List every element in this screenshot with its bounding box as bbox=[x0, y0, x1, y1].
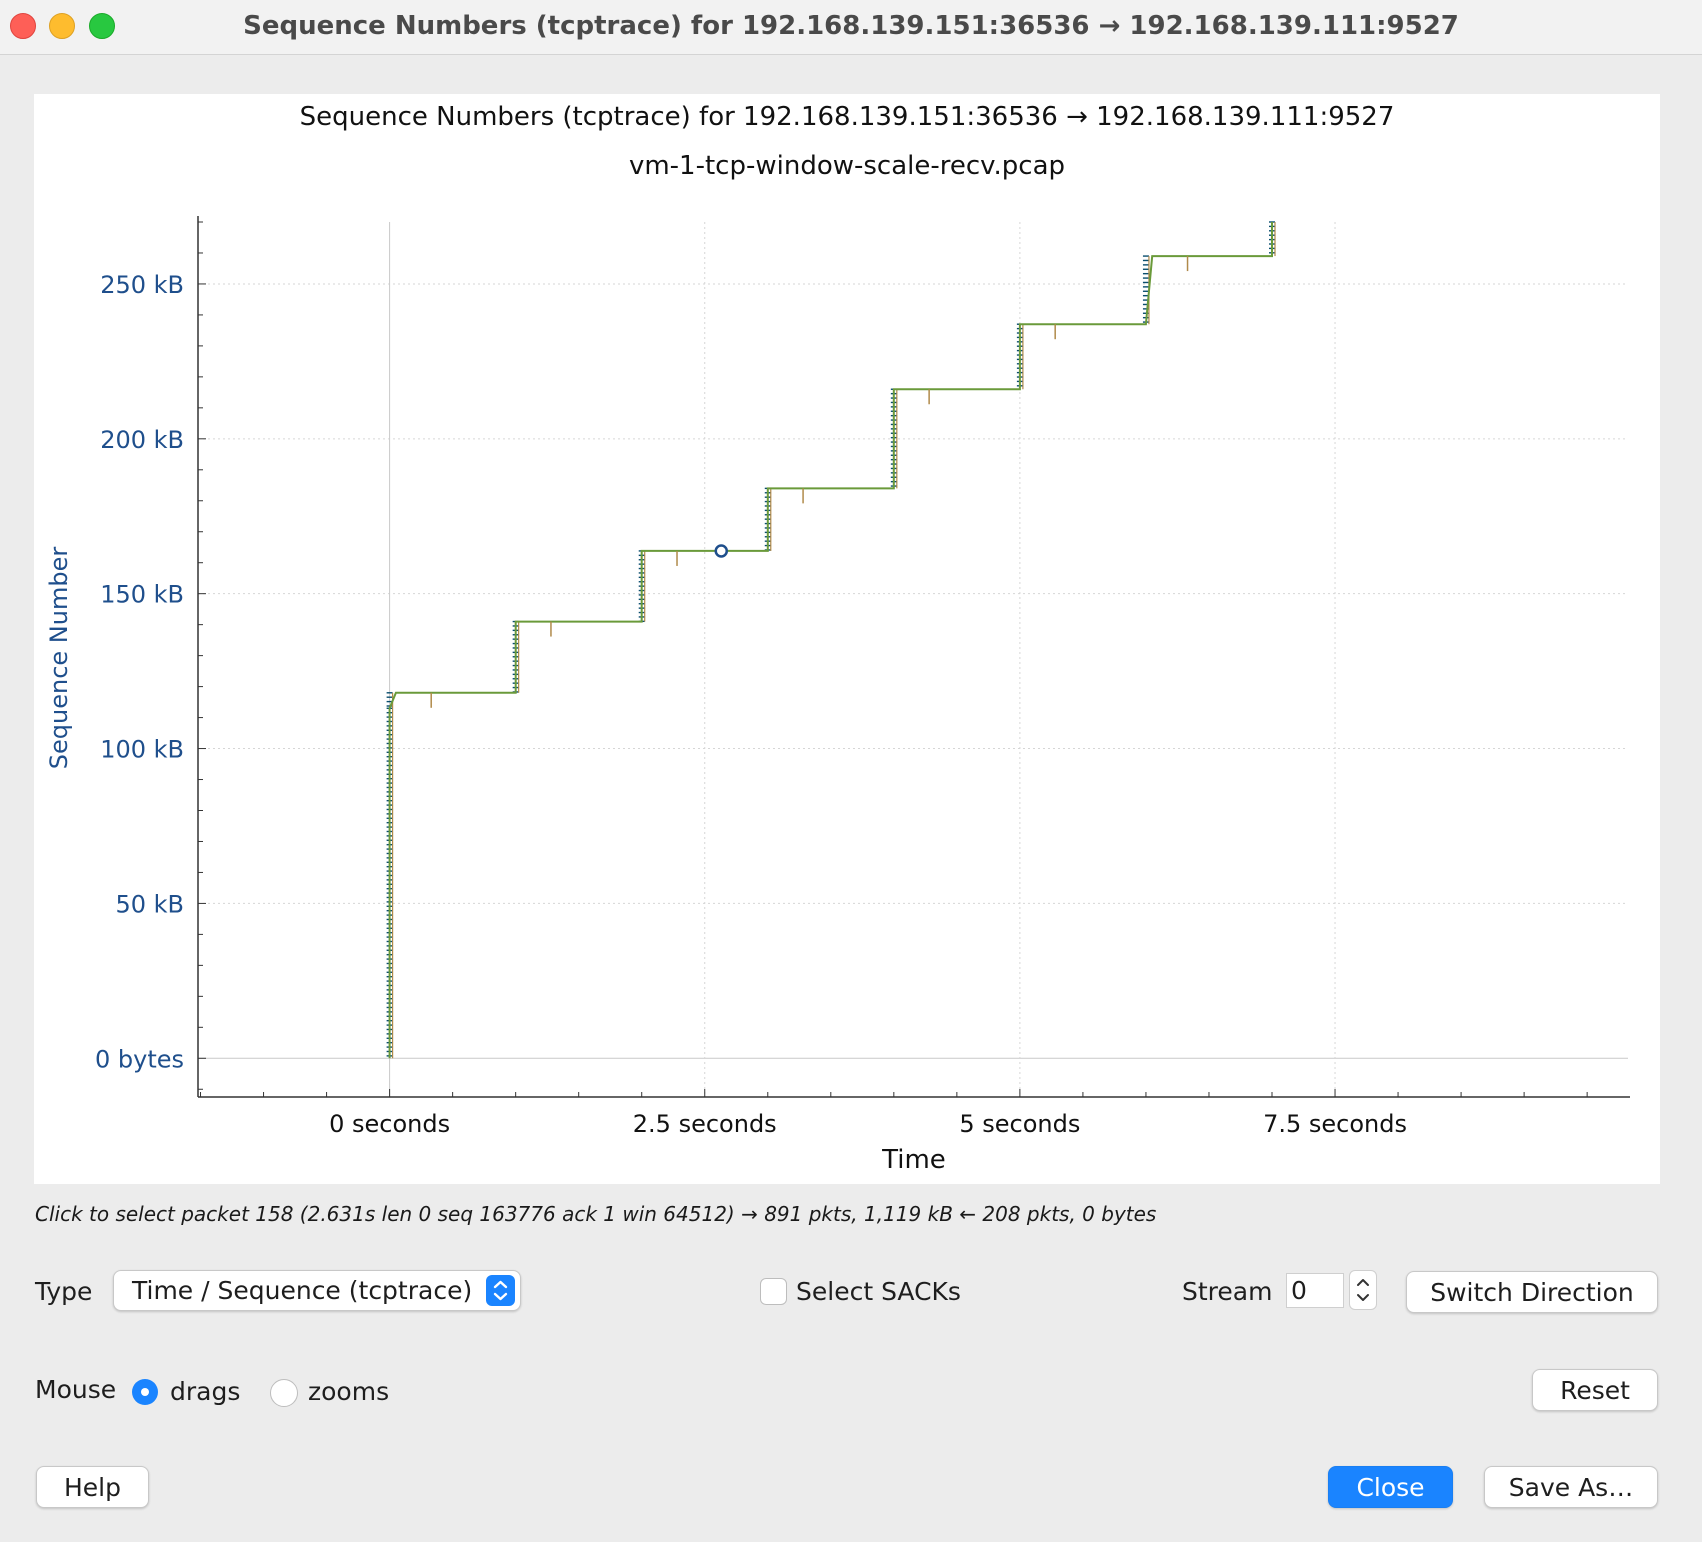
type-select-value: Time / Sequence (tcptrace) bbox=[132, 1276, 473, 1305]
mouse-zooms-label: zooms bbox=[308, 1377, 390, 1406]
y-tick-label: 200 kB bbox=[100, 426, 184, 454]
close-button[interactable]: Close bbox=[1328, 1466, 1453, 1508]
chart-title: Sequence Numbers (tcptrace) for 192.168.… bbox=[300, 102, 1395, 132]
select-sacks-label: Select SACKs bbox=[796, 1277, 961, 1306]
mouse-zooms-radio[interactable] bbox=[270, 1379, 298, 1407]
chart-subtitle: vm-1-tcp-window-scale-recv.pcap bbox=[629, 151, 1065, 181]
x-tick-label: 2.5 seconds bbox=[633, 1110, 777, 1138]
grid-lines bbox=[198, 222, 1628, 1097]
stepper-arrows-icon bbox=[1357, 1279, 1369, 1301]
y-axis-label: Sequence Number bbox=[45, 547, 73, 770]
x-tick-label: 5 seconds bbox=[959, 1110, 1080, 1138]
status-text: Click to select packet 158 (2.631s len 0… bbox=[35, 1202, 1157, 1226]
updown-chevron-icon bbox=[486, 1275, 515, 1306]
type-label: Type bbox=[35, 1277, 93, 1306]
minimize-window-icon[interactable] bbox=[49, 13, 75, 39]
save-as-button[interactable]: Save As… bbox=[1484, 1466, 1658, 1508]
window-title: Sequence Numbers (tcptrace) for 192.168.… bbox=[243, 11, 1459, 41]
x-axis-label: Time bbox=[881, 1145, 946, 1175]
y-tick-label: 0 bytes bbox=[95, 1045, 184, 1073]
y-tick-label: 150 kB bbox=[100, 581, 184, 609]
sequence-chart[interactable]: Sequence Numbers (tcptrace) for 192.168.… bbox=[34, 94, 1660, 1184]
tick-labels: 0 bytes 50 kB 100 kB 150 kB 200 kB 250 kB 0 se… bbox=[95, 271, 1407, 1138]
stream-stepper[interactable] bbox=[1349, 1270, 1377, 1310]
plot-panel[interactable]: Sequence Numbers (tcptrace) for 192.168.… bbox=[34, 94, 1660, 1184]
title-bar: Sequence Numbers (tcptrace) for 192.168.… bbox=[0, 0, 1702, 55]
stream-input[interactable]: 0 bbox=[1286, 1273, 1344, 1308]
help-button[interactable]: Help bbox=[36, 1466, 149, 1508]
switch-direction-button[interactable]: Switch Direction bbox=[1406, 1271, 1658, 1313]
selected-packet-marker bbox=[714, 544, 729, 558]
x-tick-label: 7.5 seconds bbox=[1263, 1110, 1407, 1138]
x-tick-label: 0 seconds bbox=[329, 1110, 450, 1138]
mouse-drags-radio[interactable] bbox=[132, 1379, 158, 1405]
type-select[interactable]: Time / Sequence (tcptrace) bbox=[113, 1270, 521, 1311]
mouse-label: Mouse bbox=[35, 1375, 117, 1404]
y-tick-label: 250 kB bbox=[100, 271, 184, 299]
stream-value: 0 bbox=[1291, 1276, 1307, 1305]
series-layer bbox=[386, 221, 1276, 1059]
mouse-drags-label: drags bbox=[170, 1377, 241, 1406]
axes bbox=[197, 216, 1630, 1098]
y-tick-label: 50 kB bbox=[115, 890, 184, 918]
close-window-icon[interactable] bbox=[10, 13, 36, 39]
y-tick-label: 100 kB bbox=[100, 736, 184, 764]
select-sacks-checkbox[interactable] bbox=[760, 1278, 787, 1305]
reset-button[interactable]: Reset bbox=[1532, 1369, 1658, 1411]
maximize-window-icon[interactable] bbox=[89, 13, 115, 39]
stream-label: Stream bbox=[1182, 1277, 1273, 1306]
sequence-line bbox=[388, 222, 1273, 1059]
